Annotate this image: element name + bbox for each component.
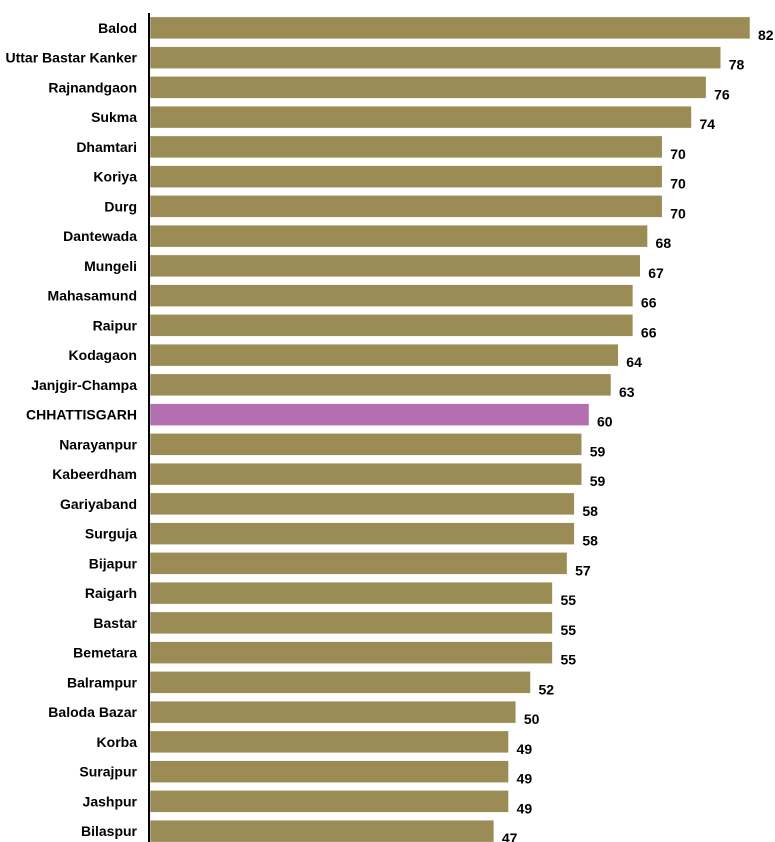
value-label-balrampur: 52 [538,681,554,697]
value-label-narayanpur: 59 [590,443,606,459]
category-label-balrampur: Balrampur [67,674,138,690]
category-label-kabeerdham: Kabeerdham [52,466,137,482]
category-label-kodagaon: Kodagaon [69,347,137,363]
category-label-surguja: Surguja [85,526,137,542]
category-label-gariyaband: Gariyaband [60,496,137,512]
category-label-janjgir-champa: Janjgir-Champa [31,377,137,393]
bar-surajpur [149,760,509,783]
category-label-bastar: Bastar [93,615,137,631]
value-label-koriya: 70 [670,176,686,192]
value-label-bemetara: 55 [560,652,576,668]
bar-bastar [149,611,553,635]
category-label-narayanpur: Narayanpur [59,436,137,452]
value-label-kabeerdham: 59 [590,473,606,489]
value-label-mahasamund: 66 [641,295,657,311]
value-label-dhamtari: 70 [670,146,686,162]
value-label-bilaspur: 47 [502,830,518,842]
value-label-dantewada: 68 [656,235,672,251]
bar-raigarh [149,581,553,605]
bar-bijapur [149,552,568,575]
value-label-jashpur: 49 [517,800,533,816]
bar-korba [149,730,509,754]
value-label-mungeli: 67 [648,265,664,281]
value-label-janjgir-champa: 63 [619,384,635,400]
value-label-bijapur: 57 [575,562,591,578]
category-label-koriya: Koriya [93,169,137,185]
bars-layer [149,16,751,842]
value-label-rajnandgaon: 76 [714,86,730,102]
bar-kodagaon [149,343,619,367]
value-label-raigarh: 55 [560,592,576,608]
value-label-raipur: 66 [641,324,657,340]
bar-narayanpur [149,433,582,456]
bar-durg [149,195,663,218]
bar-janjgir-champa [149,373,612,397]
value-label-chhattisgarh: 60 [597,414,613,430]
bar-bilaspur [149,819,495,842]
bar-chhattisgarh [149,403,590,426]
value-label-uttar-bastar-kanker: 78 [729,57,745,73]
bar-koriya [149,165,663,188]
bar-kabeerdham [149,462,582,486]
value-label-surguja: 58 [582,533,598,549]
category-label-surajpur: Surajpur [79,764,137,780]
category-label-mahasamund: Mahasamund [48,288,137,304]
category-label-raipur: Raipur [93,317,138,333]
value-label-bastar: 55 [560,622,576,638]
bar-bemetara [149,641,553,664]
category-label-uttar-bastar-kanker: Uttar Bastar Kanker [6,50,138,66]
value-label-surajpur: 49 [517,771,533,787]
category-label-bemetara: Bemetara [73,645,137,661]
category-label-raigarh: Raigarh [85,585,137,601]
value-label-kodagaon: 64 [626,354,642,370]
category-label-dantewada: Dantewada [63,228,137,244]
value-label-sukma: 74 [699,116,715,132]
bar-dhamtari [149,135,663,159]
bar-balod [149,16,751,40]
bar-mahasamund [149,284,634,307]
bar-mungeli [149,254,641,278]
bar-dantewada [149,224,648,248]
labels-layer: Balod 82 Uttar Bastar Kanker 78 Rajnandgaon 7… [6,20,774,842]
category-label-mungeli: Mungeli [84,258,137,274]
value-label-durg: 70 [670,205,686,221]
category-label-jashpur: Jashpur [83,793,138,809]
value-label-balod: 82 [758,27,774,43]
bar-baloda-bazar [149,700,517,724]
category-label-sukma: Sukma [91,109,137,125]
bar-surguja [149,522,575,545]
bar-raipur [149,314,634,337]
category-label-balod: Balod [98,20,137,36]
category-label-durg: Durg [104,198,137,214]
bar-gariyaband [149,492,575,516]
value-label-baloda-bazar: 50 [524,711,540,727]
category-label-baloda-bazar: Baloda Bazar [48,704,137,720]
value-label-gariyaband: 58 [582,503,598,519]
category-label-korba: Korba [97,734,138,750]
category-label-bilaspur: Bilaspur [81,823,138,839]
bar-balrampur [149,671,531,694]
category-label-bijapur: Bijapur [89,555,138,571]
category-label-dhamtari: Dhamtari [76,139,137,155]
bar-jashpur [149,790,509,813]
category-label-chhattisgarh: CHHATTISGARH [26,407,137,423]
bar-sukma [149,105,692,129]
bar-rajnandgaon [149,76,707,99]
value-label-korba: 49 [517,741,533,757]
category-label-rajnandgaon: Rajnandgaon [48,79,137,95]
bar-uttar-bastar-kanker [149,46,721,69]
